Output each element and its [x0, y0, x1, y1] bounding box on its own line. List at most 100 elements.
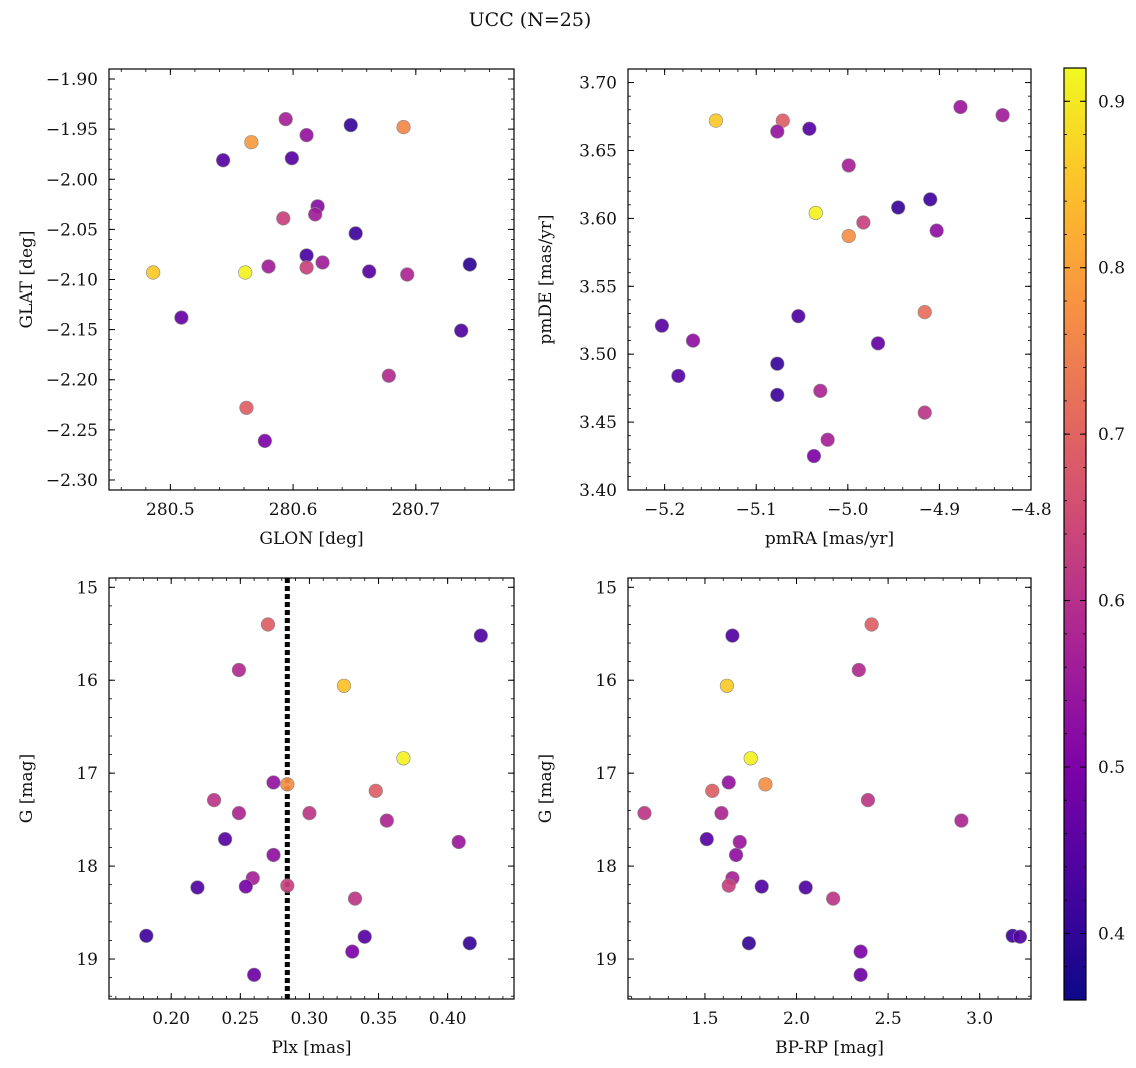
x-tick-label: −4.8 [1010, 500, 1051, 520]
data-point [315, 255, 330, 270]
data-point [368, 783, 383, 798]
data-point [308, 207, 323, 222]
data-point [343, 118, 358, 133]
x-tick-label: 0.35 [360, 1009, 398, 1029]
data-point [721, 878, 736, 893]
y-tick-label: 3.45 [579, 413, 617, 433]
data-point [732, 834, 747, 850]
x-tick-label: 2.0 [783, 1009, 810, 1029]
y-tick-label: −2.05 [46, 220, 98, 240]
y-axis-label: G [mag] [17, 754, 37, 823]
data-point [923, 192, 938, 207]
data-point [216, 153, 231, 168]
data-point [451, 834, 466, 850]
y-tick-label: 3.40 [579, 481, 617, 501]
data-point [721, 775, 736, 790]
y-tick-label: 16 [76, 671, 98, 691]
x-axis-label: Plx [mas] [271, 1038, 351, 1058]
data-point [206, 793, 222, 808]
data-point [791, 309, 806, 324]
colorbar-tick-label: 0.7 [1098, 425, 1125, 445]
data-point [239, 400, 254, 415]
data-point [396, 751, 411, 766]
y-tick-label: 15 [76, 578, 98, 598]
data-point [379, 813, 394, 828]
data-point [278, 112, 293, 127]
data-point [400, 267, 415, 282]
data-point [261, 259, 276, 274]
y-tick-label: 17 [76, 764, 98, 784]
data-point [820, 432, 835, 447]
data-point [806, 448, 822, 464]
x-tick-label: −4.9 [919, 500, 960, 520]
data-point [284, 151, 299, 166]
x-tick-label: 280.5 [146, 500, 195, 520]
y-tick-label: −1.95 [46, 120, 98, 140]
data-point [743, 751, 758, 766]
x-tick-label: −5.0 [827, 500, 868, 520]
colorbar-tick-label: 0.5 [1098, 758, 1125, 778]
colorbar: 0.4 0.5 0.6 0.7 0.8 0.9 [1063, 67, 1125, 1001]
data-point [770, 387, 785, 403]
data-point [396, 120, 411, 135]
y-tick-label: 19 [76, 950, 98, 970]
y-axis-label: pmDE [mas/yr] [536, 214, 556, 344]
data-point [741, 936, 757, 951]
x-tick-label: 1.5 [691, 1009, 718, 1029]
data-point [802, 121, 817, 136]
data-point [266, 775, 281, 790]
figure-title: UCC (N=25) [469, 9, 592, 31]
data-point [139, 928, 154, 943]
data-point [770, 124, 785, 139]
y-tick-label: 17 [595, 764, 617, 784]
plot-frame [627, 577, 1032, 1000]
data-point [853, 967, 868, 982]
colorbar-tick-label: 0.4 [1098, 924, 1125, 944]
x-tick-label: −5.1 [736, 500, 777, 520]
subplot-2: −5.2 −5.1 −5.0 −4.9 −4.8 3.40 3.45 3.50 3.55 3.60… [536, 68, 1052, 549]
data-point [917, 304, 932, 320]
data-point [218, 832, 233, 847]
data-point [276, 211, 291, 226]
y-tick-label: −1.90 [46, 70, 98, 90]
plot-frame [108, 68, 515, 491]
data-point [454, 323, 469, 338]
data-point [851, 662, 866, 678]
colorbar-fill [1064, 68, 1086, 1000]
data-point [808, 205, 823, 221]
data-point [826, 891, 841, 906]
data-point [260, 617, 276, 632]
data-point [995, 108, 1010, 123]
y-axis-label: G [mag] [536, 754, 556, 823]
data-point [870, 336, 886, 351]
data-point [725, 628, 740, 643]
y-tick-label: −2.30 [46, 471, 98, 491]
data-point [728, 847, 744, 863]
x-tick-label: 0.30 [290, 1009, 328, 1029]
x-tick-label: 280.7 [391, 500, 440, 520]
y-axis-label: GLAT [deg] [17, 230, 37, 328]
data-point [302, 806, 317, 821]
data-point [238, 265, 253, 280]
x-tick-label: 280.6 [269, 500, 318, 520]
x-axis-label: pmRA [mas/yr] [765, 529, 894, 549]
data-point [699, 832, 714, 847]
subplot-3: 0.20 0.25 0.30 0.35 0.40 15 16 17 18 19 Plx [mas] G… [17, 577, 515, 1058]
data-point [864, 617, 879, 632]
data-point [917, 405, 932, 420]
data-point [238, 879, 253, 894]
data-point [770, 356, 785, 371]
data-point [1012, 929, 1028, 944]
subplot-4: 1.5 2.0 2.5 3.0 15 16 17 18 19 BP-RP [mag] G [mag] [536, 577, 1032, 1058]
data-point [798, 880, 813, 895]
data-point [280, 878, 295, 893]
data-point [637, 806, 652, 821]
x-axis-label: BP-RP [mag] [775, 1038, 884, 1058]
data-point [299, 128, 314, 143]
data-point [929, 223, 944, 238]
data-point [247, 967, 262, 982]
plot-frame [108, 577, 515, 1000]
data-point [357, 929, 372, 944]
data-point [347, 891, 363, 906]
